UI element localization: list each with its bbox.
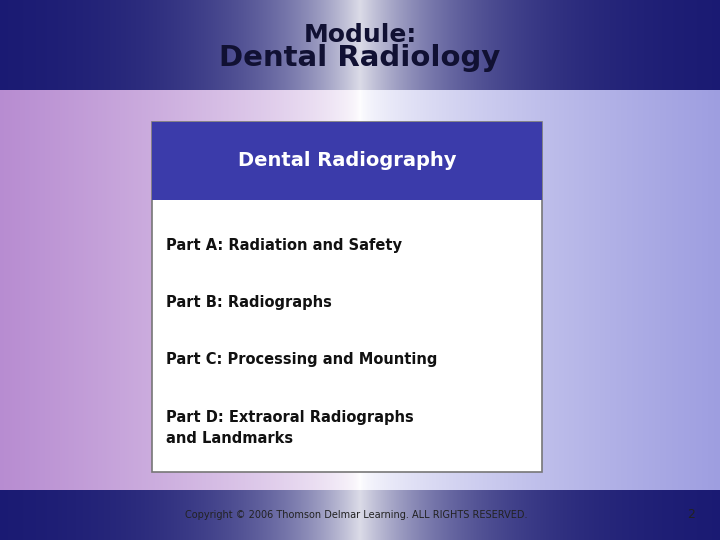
- Text: Copyright © 2006 Thomson Delmar Learning. ALL RIGHTS RESERVED.: Copyright © 2006 Thomson Delmar Learning…: [185, 510, 528, 520]
- Text: Dental Radiography: Dental Radiography: [238, 152, 456, 171]
- Bar: [152, 122, 542, 200]
- Text: Module:: Module:: [303, 23, 417, 47]
- Text: 2: 2: [687, 509, 695, 522]
- Bar: [152, 122, 542, 472]
- Text: Part C: Processing and Mounting: Part C: Processing and Mounting: [166, 352, 437, 367]
- Text: Part B: Radiographs: Part B: Radiographs: [166, 295, 332, 310]
- Text: Part A: Radiation and Safety: Part A: Radiation and Safety: [166, 238, 402, 253]
- Text: Part D: Extraoral Radiographs
and Landmarks: Part D: Extraoral Radiographs and Landma…: [166, 410, 414, 446]
- Text: Dental Radiology: Dental Radiology: [220, 44, 500, 72]
